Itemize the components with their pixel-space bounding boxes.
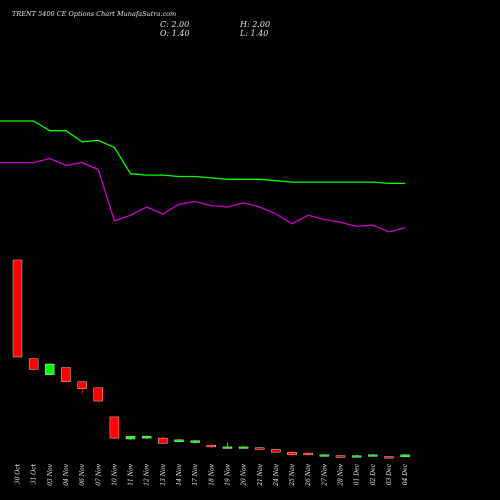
open-value: O: 1.40 [160,29,190,38]
x-tick-label: 18 Nov [208,463,215,485]
candle-body [384,456,394,459]
x-tick-label: 30 Oct [15,463,22,484]
x-tick-label: 03 Dec [386,463,393,485]
candle-body [141,436,152,439]
x-tick-label: 03 Nov [47,463,54,485]
candle-body [125,436,136,440]
candle-body [222,446,233,449]
candle-body [319,454,330,457]
x-tick-label: 31 Oct [31,463,38,484]
candlestick-series [12,259,410,459]
candle-body [303,452,313,456]
upper-indicator-line [0,120,406,185]
x-tick-label: 07 Nov [95,463,102,485]
candle-body [206,444,217,448]
x-tick-label: 28 Nov [338,463,345,486]
x-tick-label: 14 Nov [176,463,183,485]
candle-body [93,387,103,402]
x-tick-label: 12 Nov [144,463,151,485]
x-tick-label: 06 Nov [79,463,86,485]
lower-indicator-line [0,157,406,233]
x-tick-label: 21 Nov [257,463,264,486]
candle-body [28,358,39,370]
x-tick-label: 10 Nov [111,463,118,485]
candle-body [77,381,87,389]
candle-body [238,446,249,449]
indicator-lines [0,120,406,233]
candle-body [158,437,168,444]
candle-body [45,363,55,375]
candle-body [109,416,120,439]
candle-body [351,455,362,458]
candle-body [271,449,281,453]
x-tick-label: 01 Dec [354,463,361,485]
candle-body [61,367,71,382]
x-tick-label: 26 Nov [305,463,312,486]
x-tick-label: 27 Nov [321,463,328,486]
x-tick-label: 25 Nov [289,463,296,486]
candle-body [255,447,265,450]
x-tick-label: 20 Nov [241,463,248,486]
x-tick-label: 13 Nov [160,463,167,485]
candle-body [287,452,297,456]
high-value: H: 2.00 [239,20,270,29]
candle-body [400,454,410,457]
chart-title: TRENT 5400 CE Options Chart MunafaSutra.… [12,10,176,18]
x-axis-ticks: 30 Oct 31 Oct 03 Nov 04 Nov 06 Nov 07 Nov 10 N… [15,463,410,486]
x-tick-label: 17 Nov [192,463,199,485]
x-tick-label: 11 Nov [128,463,135,485]
candle-body [368,454,378,457]
x-tick-label: 04 Dec [402,463,409,485]
candle-body [174,439,184,442]
low-value: L: 1.40 [239,29,268,38]
candle-body [190,440,200,443]
x-tick-label: 02 Dec [370,463,377,485]
x-tick-label: 24 Nov [273,463,280,486]
candle-body [335,455,346,458]
candle-body [12,259,23,358]
x-tick-label: 04 Nov [63,463,70,485]
x-tick-label: 19 Nov [224,463,231,485]
close-value: C: 2.00 [160,20,189,29]
